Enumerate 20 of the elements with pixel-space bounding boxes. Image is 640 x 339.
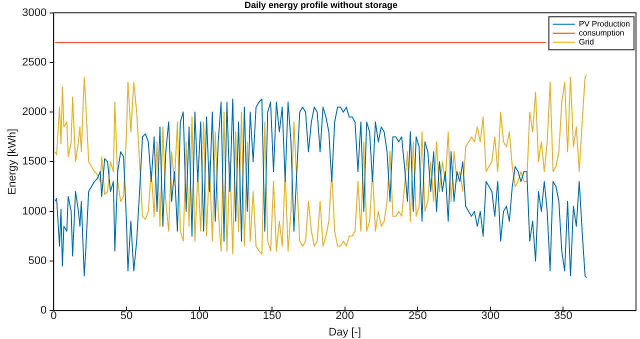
x-tick-label: 200 [336, 310, 354, 322]
x-tick-label: 50 [120, 310, 133, 322]
x-tick-label: 100 [190, 310, 208, 322]
x-axis-title: Day [-] [328, 326, 362, 338]
y-axis-title: Energy [kWh] [6, 128, 19, 195]
y-tick-label: 2000 [22, 106, 47, 118]
legend-label: Grid [578, 38, 594, 47]
y-tick-label: 500 [28, 255, 47, 267]
x-tick-label: 300 [481, 310, 500, 322]
x-tick-label: 150 [262, 310, 282, 322]
y-tick-label: 2500 [22, 56, 47, 68]
legend-label: consumption [578, 28, 624, 38]
x-tick-label: 350 [554, 310, 572, 322]
x-tick-label: 250 [408, 310, 427, 322]
y-tick-label: 1500 [22, 156, 47, 168]
legend-label: PV Production [578, 20, 630, 29]
chart-title: Daily energy profile without storage [244, 0, 398, 10]
x-tick-label: 0 [50, 310, 57, 322]
y-tick-label: 1000 [22, 205, 47, 218]
y-tick-label: 3000 [22, 6, 47, 19]
